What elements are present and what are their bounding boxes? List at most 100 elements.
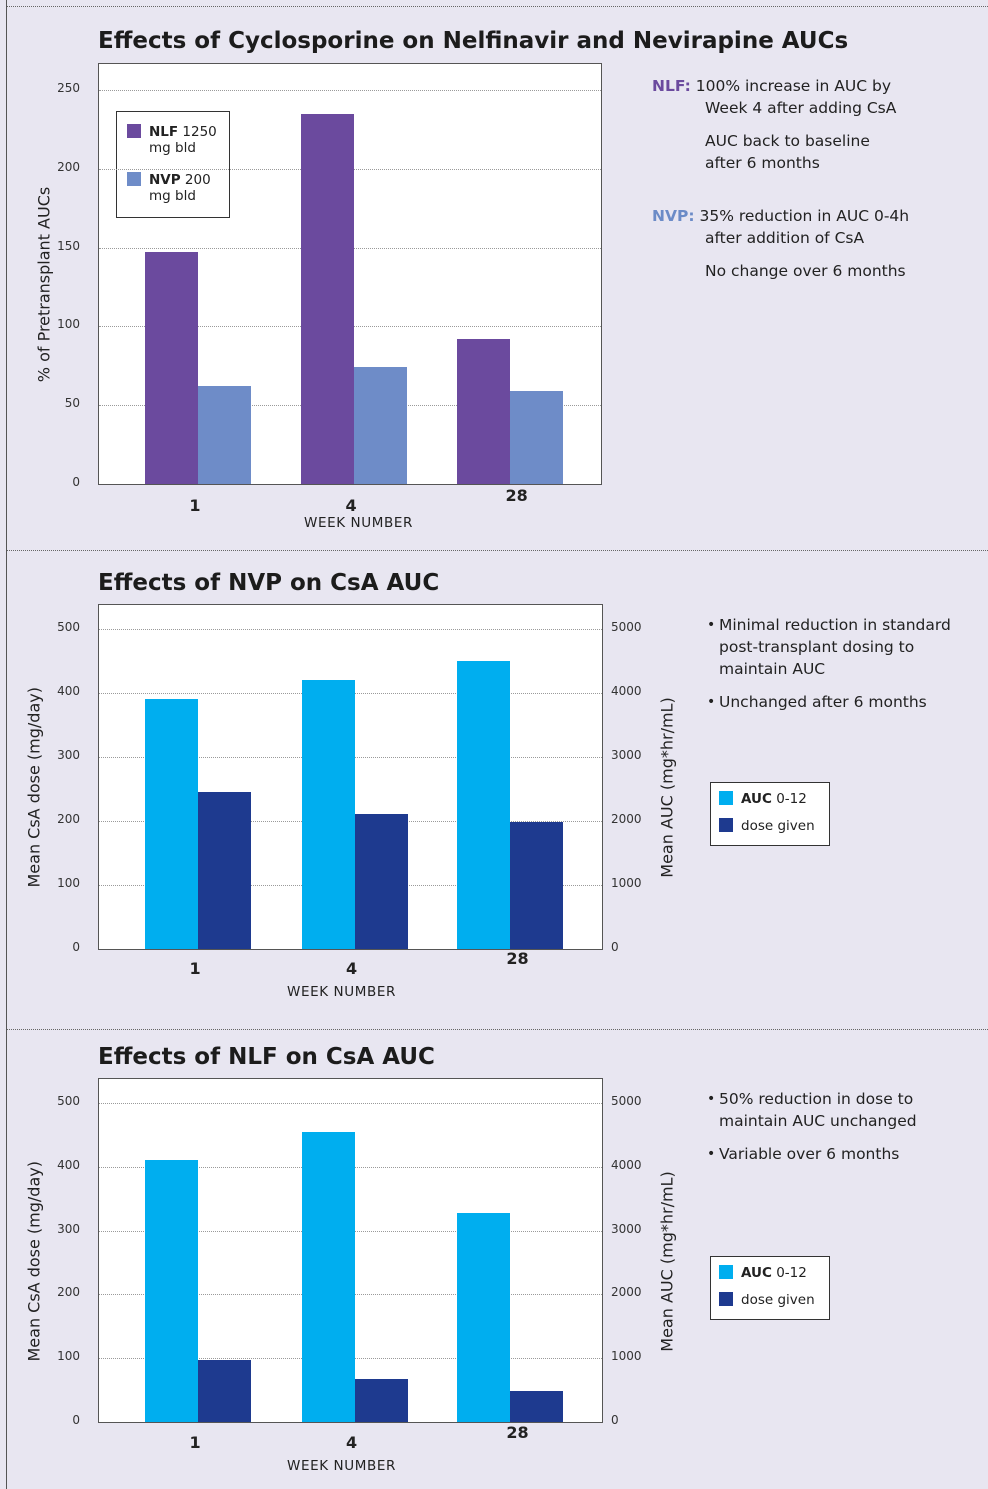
y-tick-label: 250 bbox=[57, 81, 80, 95]
y2-tick-label: 5000 bbox=[611, 1094, 642, 1108]
x-axis-label: WEEK NUMBER bbox=[304, 515, 413, 531]
chart-title: Effects of NVP on CsA AUC bbox=[98, 570, 440, 596]
legend-item-auc: AUC 0-12 bbox=[719, 791, 807, 807]
legend-item-dose: dose given bbox=[719, 1292, 815, 1308]
page-left-border bbox=[6, 0, 7, 1489]
y-tick-label: 300 bbox=[57, 748, 80, 762]
bar-dose-given-week-4 bbox=[354, 1378, 408, 1422]
bar-nlf-1250-mg-bld-week-1 bbox=[144, 252, 198, 484]
x-tick-label: 1 bbox=[189, 959, 201, 978]
y-tick-label: 100 bbox=[57, 317, 80, 332]
note-line: after 6 months bbox=[705, 154, 820, 172]
gridline bbox=[99, 1103, 602, 1104]
y-tick-label: 0 bbox=[72, 1413, 80, 1427]
bullet-item: Variable over 6 months bbox=[707, 1143, 982, 1165]
legend-swatch bbox=[719, 818, 733, 832]
y-tick-label: 100 bbox=[57, 876, 80, 890]
y2-tick-label: 0 bbox=[611, 940, 619, 954]
plot-area bbox=[98, 604, 603, 950]
bar-auc-0-12-week-4 bbox=[301, 1131, 355, 1422]
x-axis-label: WEEK NUMBER bbox=[287, 1458, 396, 1474]
bar-dose-given-week-28 bbox=[510, 822, 564, 949]
bar-auc-0-12-week-1 bbox=[145, 1160, 199, 1422]
y-tick-label: 200 bbox=[57, 1285, 80, 1300]
bar-dose-given-week-28 bbox=[510, 1391, 564, 1422]
note-line: 100% increase in AUC by bbox=[695, 77, 891, 95]
x-tick-label: 28 bbox=[506, 949, 529, 968]
bullet-item: Minimal reduction in standard post-trans… bbox=[707, 614, 982, 680]
y2-tick-label: 1000 bbox=[611, 1349, 642, 1364]
x-tick-label: 1 bbox=[189, 496, 201, 515]
bar-dose-given-week-4 bbox=[354, 813, 408, 949]
legend-item-auc: AUC 0-12 bbox=[719, 1265, 807, 1281]
bar-nlf-1250-mg-bld-week-4 bbox=[301, 113, 355, 484]
y-tick-label: 200 bbox=[57, 812, 80, 826]
y-axis-label: Mean CsA dose (mg/day) bbox=[24, 1161, 44, 1362]
y2-tick-label: 2000 bbox=[611, 812, 642, 826]
bar-auc-0-12-week-28 bbox=[457, 661, 511, 949]
legend-item-nlf: NLF 1250 mg bld bbox=[127, 124, 217, 156]
bullet-list: 50% reduction in dose to maintain AUC un… bbox=[707, 1088, 982, 1176]
gridline bbox=[99, 629, 602, 630]
note-nvp: NVP: 35% reduction in AUC 0-4h bbox=[652, 205, 909, 227]
y2-tick-label: 0 bbox=[611, 1413, 619, 1427]
y2-tick-label: 5000 bbox=[611, 620, 642, 634]
y-tick-label: 0 bbox=[72, 475, 80, 489]
panel-cyclosporine-effects: Effects of Cyclosporine on Nelfinavir an… bbox=[0, 0, 988, 550]
y2-tick-label: 4000 bbox=[611, 684, 642, 698]
bar-auc-0-12-week-4 bbox=[301, 680, 355, 949]
legend-swatch bbox=[719, 1265, 733, 1279]
legend-label: dose given bbox=[741, 818, 815, 834]
x-tick-label: 4 bbox=[345, 959, 358, 978]
legend-label: dose given bbox=[741, 1292, 815, 1308]
legend: NLF 1250 mg bld NVP 200 mg bld bbox=[116, 111, 230, 218]
legend-label: NLF 1250 mg bld bbox=[149, 124, 217, 156]
note-line: AUC back to baseline bbox=[705, 132, 870, 150]
legend-swatch bbox=[719, 791, 733, 805]
legend-swatch bbox=[719, 1292, 733, 1306]
bar-dose-given-week-1 bbox=[198, 1360, 252, 1422]
y2-tick-label: 1000 bbox=[611, 876, 642, 890]
y-tick-label: 0 bbox=[72, 940, 80, 954]
legend-label: AUC 0-12 bbox=[741, 791, 807, 807]
y-tick-label: 500 bbox=[57, 620, 80, 634]
bullet-item: Unchanged after 6 months bbox=[707, 691, 982, 713]
plot-area: NLF 1250 mg bld NVP 200 mg bld bbox=[98, 63, 602, 485]
bar-dose-given-week-1 bbox=[198, 792, 252, 949]
legend-label: AUC 0-12 bbox=[741, 1265, 807, 1281]
y-tick-label: 100 bbox=[57, 1349, 80, 1364]
separator-2 bbox=[7, 1029, 988, 1030]
y2-tick-label: 3000 bbox=[611, 748, 642, 762]
bar-nvp-200-mg-bld-week-28 bbox=[509, 391, 563, 484]
separator-top bbox=[7, 6, 988, 7]
y-tick-label: 150 bbox=[57, 238, 80, 253]
y-tick-label: 500 bbox=[57, 1094, 80, 1108]
separator-1 bbox=[7, 550, 988, 551]
y2-tick-label: 3000 bbox=[611, 1221, 642, 1236]
legend: AUC 0-12 dose given bbox=[710, 1256, 830, 1320]
bar-auc-0-12-week-28 bbox=[457, 1212, 511, 1422]
panel-nvp-csa: Effects of NVP on CsA AUC Mean CsA dose … bbox=[0, 0, 988, 1029]
y2-tick-label: 4000 bbox=[611, 1157, 642, 1172]
chart-title: Effects of Cyclosporine on Nelfinavir an… bbox=[98, 28, 849, 54]
y2-tick-label: 2000 bbox=[611, 1285, 642, 1300]
note-line: after addition of CsA bbox=[705, 229, 865, 247]
y-tick-label: 50 bbox=[64, 396, 80, 411]
gridline bbox=[99, 90, 601, 91]
chart-title: Effects of NLF on CsA AUC bbox=[98, 1044, 435, 1070]
x-tick-label: 28 bbox=[506, 1423, 529, 1442]
x-tick-label: 28 bbox=[505, 486, 528, 505]
bullet-item: 50% reduction in dose to maintain AUC un… bbox=[707, 1088, 982, 1132]
y-tick-label: 400 bbox=[57, 1157, 80, 1172]
note-nlf: NLF: 100% increase in AUC by bbox=[652, 75, 891, 97]
x-tick-label: 1 bbox=[189, 1433, 201, 1452]
y-tick-label: 400 bbox=[57, 684, 80, 698]
bar-nvp-200-mg-bld-week-4 bbox=[354, 367, 408, 484]
legend-item-dose: dose given bbox=[719, 818, 815, 834]
note-label-nlf: NLF: bbox=[652, 77, 691, 95]
y-tick-label: 300 bbox=[57, 1221, 80, 1236]
y2-axis-label: Mean AUC (mg*hr/mL) bbox=[657, 1171, 677, 1352]
bar-auc-0-12-week-1 bbox=[145, 699, 199, 949]
x-tick-label: 4 bbox=[345, 496, 357, 515]
